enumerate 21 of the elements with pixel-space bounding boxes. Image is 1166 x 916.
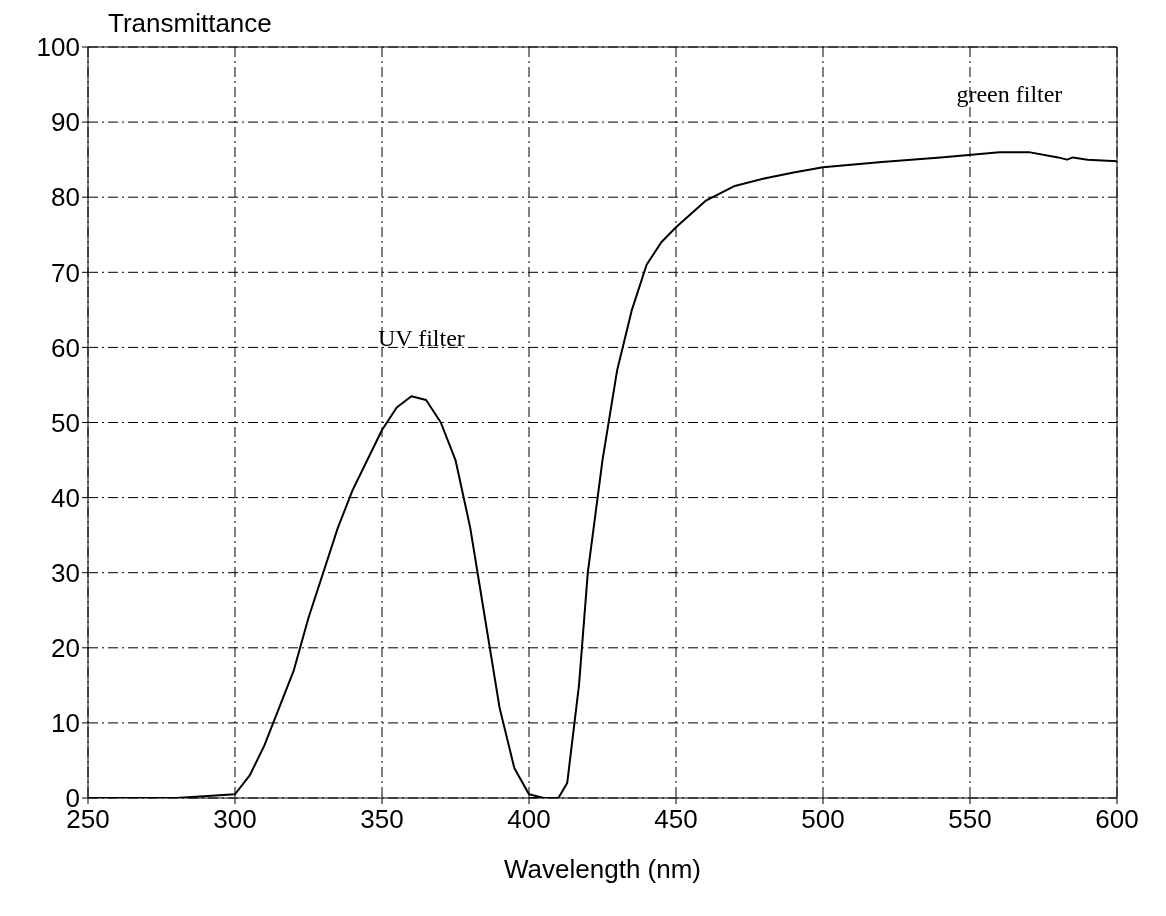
y-tick-label: 30	[51, 557, 80, 588]
y-tick-label: 20	[51, 633, 80, 664]
x-tick-label: 500	[801, 804, 845, 835]
y-tick-label: 90	[51, 107, 80, 138]
y-tick-label: 40	[51, 482, 80, 513]
x-tick-label: 550	[948, 804, 992, 835]
y-axis-title: Transmittance	[108, 8, 272, 39]
x-tick-label: 450	[654, 804, 698, 835]
x-tick-label: 600	[1095, 804, 1139, 835]
x-tick-label: 300	[213, 804, 257, 835]
text: green filter	[956, 81, 1063, 108]
y-tick-label: 100	[36, 32, 80, 63]
y-tick-label: 50	[51, 407, 80, 438]
x-axis-title: Wavelength (nm)	[504, 854, 701, 884]
x-tick-label: 400	[507, 804, 551, 835]
y-tick-label: 60	[51, 332, 80, 363]
text: UV filter	[377, 325, 465, 352]
x-tick-label: 350	[360, 804, 404, 835]
y-tick-label: 80	[51, 182, 80, 213]
y-tick-label: 70	[51, 257, 80, 288]
y-tick-label: 10	[51, 708, 80, 739]
